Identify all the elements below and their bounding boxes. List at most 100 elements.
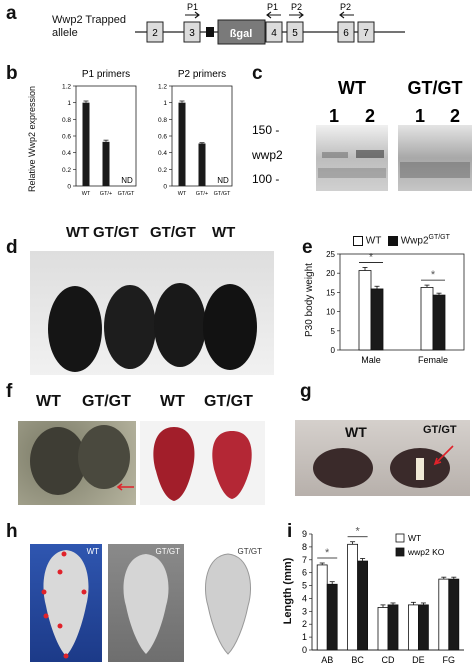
head-wt xyxy=(30,427,86,495)
exon-3-label: 3 xyxy=(189,28,195,39)
mice-label-3: GT/GT xyxy=(150,224,196,241)
exon-5 xyxy=(286,21,304,43)
landmark-a xyxy=(61,551,67,557)
p2-chart-ytick-label: 0.6 xyxy=(158,134,167,141)
length-chart-xtick-label: AB xyxy=(321,655,333,665)
blot-group-wt: WT xyxy=(338,78,366,98)
weight-chart-ytick-label: 25 xyxy=(326,250,335,259)
exon-4-label: 4 xyxy=(271,28,277,39)
p2-chart-ytick-label: 0.4 xyxy=(158,150,167,157)
length-chart-bar xyxy=(408,604,419,651)
arrow-icon xyxy=(116,483,134,491)
p1-chart-bar xyxy=(82,102,90,186)
length-legend-swatch xyxy=(395,547,405,557)
bgal-cassette xyxy=(217,19,266,45)
marker-100: 100 - xyxy=(252,172,279,186)
incisors-label-wt: WT xyxy=(345,424,367,440)
band-label-wwp2: wwp2 xyxy=(251,148,283,162)
p1-chart-ytick-label: 0.6 xyxy=(62,134,71,141)
exon-3 xyxy=(183,21,201,43)
qpcr-chart-p1: P1 primers 0 0.2 0.4 0.6 0.8 1 1.2 WT GT/+ ND GT/GT xyxy=(62,69,137,197)
head-gtgt xyxy=(78,425,130,489)
allele-diagram: 2 3 ßgal 4 5 6 7 P1 P1 P2 P2 xyxy=(135,2,405,45)
p2-chart-ytick-label: 1 xyxy=(163,100,167,107)
skull-wt xyxy=(153,427,195,501)
length-chart-bar xyxy=(387,604,399,651)
skull3d-gt1 xyxy=(123,554,169,654)
exon-6-label: 6 xyxy=(343,28,349,39)
skull3d-label-gt2: GT/GT xyxy=(237,547,262,556)
exon-6 xyxy=(337,21,355,43)
length-chart-ytick-label: 2 xyxy=(302,619,307,629)
length-chart-ytick-label: 1 xyxy=(302,632,307,642)
skull3d-label-gt1: GT/GT xyxy=(155,547,180,556)
mouse-2 xyxy=(104,285,156,369)
length-chart-xtick-label: CD xyxy=(382,655,395,665)
blot-band-wt-1 xyxy=(322,152,348,158)
primer-p2-reverse-label: P2 xyxy=(340,2,351,12)
exon-2-label: 2 xyxy=(152,28,158,39)
qpcr-chart-p2: P2 primers 0 0.2 0.4 0.6 0.8 1 1.2 WT GT/+ ND GT/GT xyxy=(158,69,233,197)
heads-label-wt: WT xyxy=(36,393,61,410)
panel-label-b: b xyxy=(6,63,18,84)
panel-label-g: g xyxy=(300,381,312,402)
allele-label-line1: Wwp2 Trapped xyxy=(52,14,126,26)
length-chart-sig-star: * xyxy=(355,526,360,538)
p2-chart-ytick-label: 0.8 xyxy=(158,117,167,124)
landmark-d xyxy=(81,589,87,595)
weight-chart-ytick-label: 5 xyxy=(331,327,336,336)
panel-e-ylabel: P30 body weight xyxy=(304,263,315,337)
allele-label: Wwp2 Trapped allele xyxy=(52,14,126,40)
primer-p1-reverse-arrow xyxy=(266,11,281,19)
mouse-1 xyxy=(48,286,102,372)
length-chart-bar xyxy=(438,578,450,651)
skull3d-panel-gt1: GT/GT xyxy=(108,544,184,662)
weight-chart-ytick-label: 0 xyxy=(331,346,336,355)
weight-chart-sig-star: * xyxy=(369,251,374,263)
legend-swatch-gt xyxy=(387,235,398,246)
p1-chart-ytick-label: 0.2 xyxy=(62,167,71,174)
primer-p2-forward-arrow xyxy=(289,11,304,19)
primer-p1-forward-label: P1 xyxy=(187,2,198,12)
length-legend-label: WT xyxy=(408,533,421,543)
landmark-b xyxy=(57,569,63,575)
weight-chart-sig-star: * xyxy=(431,269,436,281)
exon-7-label: 7 xyxy=(363,28,369,39)
panel-label-h: h xyxy=(6,521,18,542)
landmark-g xyxy=(63,653,69,659)
p2-chart-nd-label: ND xyxy=(217,176,229,185)
blot-band-wt-2 xyxy=(356,150,384,158)
legend-label-wt: WT xyxy=(365,235,382,247)
weight-chart-bar xyxy=(358,270,372,351)
landmark-f xyxy=(57,623,63,629)
body-weight-chart: 0 5 10 15 20 25 * Male * Female xyxy=(326,250,465,365)
length-chart-ytick-label: 9 xyxy=(302,529,307,539)
legend-label-gt-sup: GT/GT xyxy=(428,234,450,241)
weight-chart-ytick-label: 15 xyxy=(326,288,335,297)
skull-gtgt xyxy=(212,431,252,499)
panel-label-c: c xyxy=(252,63,263,84)
p2-chart-bar xyxy=(198,143,206,186)
length-chart-bar xyxy=(347,543,358,651)
skull-length-chart: 0 1 2 3 4 5 6 7 8 9 * AB * BC CD DE FG WT wwp2 KO xyxy=(302,526,464,665)
mouse-4 xyxy=(203,284,257,370)
length-chart-xtick-label: FG xyxy=(443,655,456,665)
landmark-e xyxy=(43,613,49,619)
length-chart-xtick-label: DE xyxy=(412,655,425,665)
panel-label-d: d xyxy=(6,237,18,258)
length-chart-ytick-label: 8 xyxy=(302,542,307,552)
primer-p2-reverse-arrow xyxy=(339,11,354,19)
blot-band-low-wt xyxy=(318,168,386,178)
p1-chart-xtick-label: WT xyxy=(82,191,91,197)
primer-p2-forward-label: P2 xyxy=(291,2,302,12)
exon-7 xyxy=(357,21,375,43)
weight-chart-xtick-label: Male xyxy=(361,355,381,365)
panel-label-e: e xyxy=(302,237,313,258)
length-chart-bar xyxy=(448,578,460,651)
mouth-wt xyxy=(313,448,373,488)
legend-swatch-wt xyxy=(353,235,363,246)
arrow-icon-g xyxy=(433,445,454,466)
skulls-label-gtgt: GT/GT xyxy=(204,393,253,410)
panel-label-f: f xyxy=(6,381,13,402)
splice-acceptor xyxy=(206,27,214,37)
